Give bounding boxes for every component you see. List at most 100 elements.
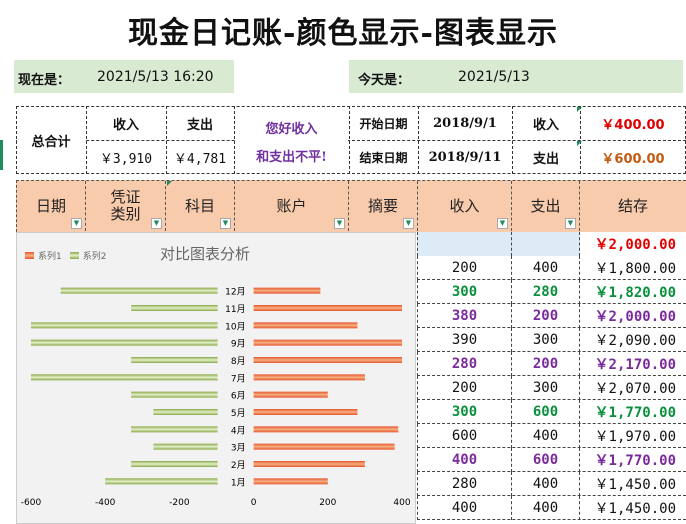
table-row[interactable]: 380 200 ￥2,000.00 [417,304,686,328]
cell-balance[interactable]: ￥1,770.00 [580,400,686,424]
table-row[interactable]: 400 400 ￥1,450.00 [417,496,686,520]
bar-series2[interactable] [153,409,218,415]
cell-expense[interactable]: 600 [512,400,580,424]
header-voucher[interactable]: 凭证 类别 ▼ [86,181,166,231]
cell-income[interactable]: 200 [418,376,512,400]
bar-series1[interactable] [253,391,328,398]
cell-balance[interactable]: ￥2,000.00 [580,232,686,256]
cell-balance[interactable]: ￥1,970.00 [580,424,686,448]
table-row[interactable]: 280 200 ￥2,170.00 [417,352,686,376]
start-date-value[interactable]: 2018/9/1 [433,115,497,131]
header-date[interactable]: 日期 ▼ [17,181,86,231]
bar-series2[interactable] [105,478,218,485]
bar-series1[interactable] [253,322,358,329]
cell-balance[interactable]: ￥2,000.00 [580,304,686,328]
table-row[interactable]: 200 300 ￥2,070.00 [417,376,686,400]
category-label: 11月 [225,304,245,315]
table-row[interactable]: 300 280 ￥1,820.00 [417,280,686,304]
bar-series2[interactable] [31,339,218,346]
table-row[interactable]: 200 400 ￥1,800.00 [417,256,686,280]
header-balance[interactable]: 结存 [580,181,686,231]
cell-balance[interactable]: ￥1,450.00 [580,472,686,496]
table-row[interactable]: 390 300 ￥2,090.00 [417,328,686,352]
bar-series1[interactable] [253,426,399,433]
cell-expense[interactable]: 300 [512,376,580,400]
bar-series2[interactable] [153,443,218,450]
bar-series1[interactable] [253,443,395,450]
header-account[interactable]: 账户 ▼ [235,181,349,231]
filter-dropdown-icon[interactable]: ▼ [565,218,576,229]
bar-series1[interactable] [253,339,402,346]
bar-series1[interactable] [253,305,402,311]
comment-marker [577,107,582,112]
table-row[interactable]: 280 400 ￥1,450.00 [417,472,686,496]
cell-balance[interactable]: ￥1,800.00 [580,256,686,280]
bar-series2[interactable] [31,374,218,381]
legend-swatch-series2 [69,252,79,259]
legend-series2: 系列2 [82,252,107,262]
bar-series2[interactable] [131,391,218,398]
x-tick-label: 200 [319,498,336,508]
vline [166,106,167,174]
table-row[interactable]: 400 600 ￥1,770.00 [417,448,686,472]
filter-dropdown-icon[interactable]: ▼ [334,218,345,229]
cell-balance[interactable]: ￥1,820.00 [580,280,686,304]
cell-balance[interactable]: ￥2,170.00 [580,352,686,376]
legend: 系列1 系列2 [25,249,106,262]
cell-income[interactable]: 400 [418,448,512,472]
cell-income[interactable]: 300 [418,400,512,424]
end-date-value[interactable]: 2018/9/11 [428,149,502,165]
filter-dropdown-icon[interactable]: ▼ [497,218,508,229]
header-subject[interactable]: 科目 ▼ [166,181,235,231]
bar-series2[interactable] [60,287,218,294]
cell-expense[interactable]: 280 [512,280,580,304]
cell-balance[interactable]: ￥2,090.00 [580,328,686,352]
bar-series2[interactable] [131,357,218,363]
cell-income[interactable]: 390 [418,328,512,352]
filter-dropdown-icon[interactable]: ▼ [220,218,231,229]
bar-series1[interactable] [253,374,365,381]
bar-series1[interactable] [253,287,321,294]
bar-series2[interactable] [131,305,218,311]
cell-expense[interactable]: 300 [512,328,580,352]
category-label: 7月 [231,373,246,384]
cell-expense[interactable] [512,232,580,256]
cell-balance[interactable]: ￥1,450.00 [580,496,686,520]
cell-income[interactable] [418,232,512,256]
cell-expense[interactable]: 400 [512,496,580,520]
cell-income[interactable]: 400 [418,496,512,520]
legend-swatch-series1 [25,252,34,259]
header-expense[interactable]: 支出 ▼ [512,181,580,231]
bar-series1[interactable] [253,478,328,485]
cell-expense[interactable]: 600 [512,448,580,472]
header-income[interactable]: 收入 ▼ [418,181,512,231]
filter-dropdown-icon[interactable]: ▼ [403,218,414,229]
comparison-chart[interactable]: 1月 2月 3月 4月 5月 6月 7月 8月 9月 10月 11月 12月 -600 -400 -200 0… [16,232,416,524]
cell-income[interactable]: 280 [418,352,512,376]
table-row[interactable]: 600 400 ￥1,970.00 [417,424,686,448]
cell-income[interactable]: 300 [418,280,512,304]
bar-series1[interactable] [253,409,358,415]
bar-series2[interactable] [131,461,218,467]
table-row[interactable]: 300 600 ￥1,770.00 [417,400,686,424]
header-summary[interactable]: 摘要 ▼ [349,181,418,231]
cell-balance[interactable]: ￥1,770.00 [580,448,686,472]
cell-expense[interactable]: 400 [512,472,580,496]
cell-expense[interactable]: 400 [512,424,580,448]
cell-income[interactable]: 280 [418,472,512,496]
bar-series1[interactable] [253,357,402,363]
filter-dropdown-icon[interactable]: ▼ [71,218,82,229]
table-row[interactable]: ￥2,000.00 [417,232,686,256]
cell-expense[interactable]: 400 [512,256,580,280]
filter-dropdown-icon[interactable]: ▼ [151,218,162,229]
cell-expense[interactable]: 200 [512,352,580,376]
bar-series2[interactable] [31,322,218,329]
cell-balance[interactable]: ￥2,070.00 [580,376,686,400]
cell-income[interactable]: 380 [418,304,512,328]
expense-label: 支出 [186,117,213,133]
cell-income[interactable]: 600 [418,424,512,448]
cell-income[interactable]: 200 [418,256,512,280]
cell-expense[interactable]: 200 [512,304,580,328]
bar-series2[interactable] [131,426,218,433]
bar-series1[interactable] [253,461,365,467]
